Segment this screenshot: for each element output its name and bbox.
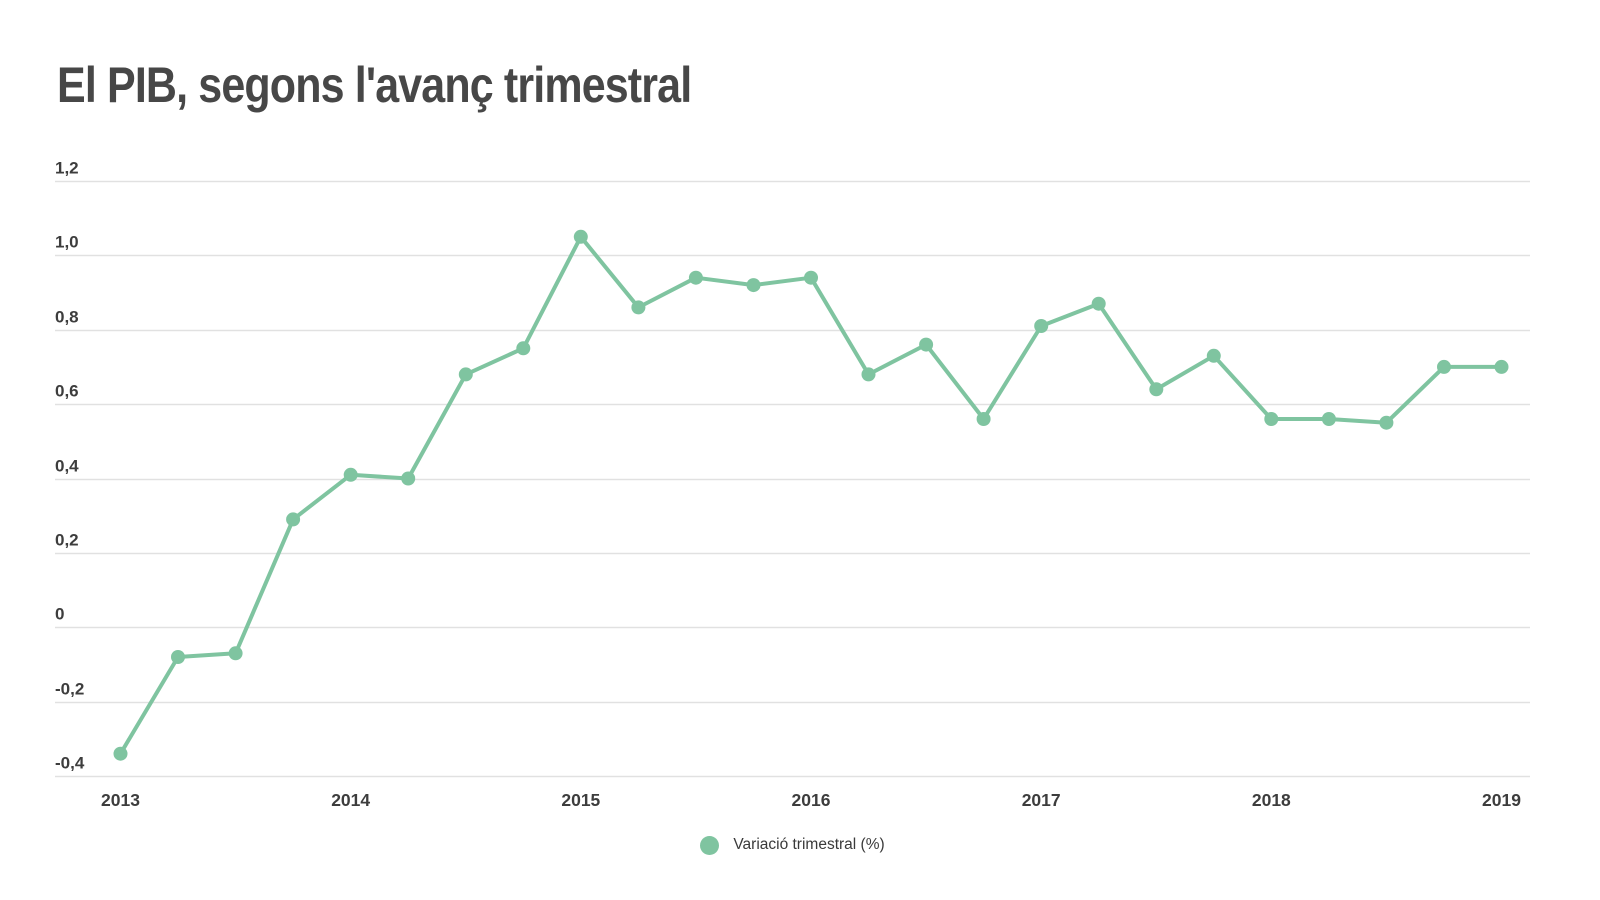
data-point[interactable]	[688, 270, 703, 285]
y-axis-tick-label: 0	[55, 605, 64, 624]
y-axis-tick-label: 0,2	[55, 531, 79, 550]
y-axis-tick-label: 0,6	[55, 382, 79, 401]
y-axis-tick-label: 0,8	[55, 308, 79, 327]
y-axis-tick-label: 1,0	[55, 233, 79, 252]
series-line	[118, 234, 1504, 756]
data-point[interactable]	[919, 337, 934, 352]
data-point[interactable]	[746, 278, 761, 293]
data-point[interactable]	[1034, 319, 1049, 333]
x-axis-tick-label: 2015	[561, 790, 600, 810]
data-point[interactable]	[573, 229, 588, 244]
legend[interactable]: Variació trimestral (%)	[55, 828, 1530, 862]
data-point[interactable]	[458, 367, 473, 382]
x-axis-tick-label: 2019	[1482, 790, 1521, 810]
data-point[interactable]	[228, 646, 243, 661]
x-axis-tick-label: 2014	[331, 790, 370, 810]
legend-label: Variació trimestral (%)	[733, 836, 885, 853]
chart-title: El PIB, segons l'avanç trimestral	[57, 57, 692, 113]
data-point[interactable]	[1437, 359, 1451, 374]
data-point[interactable]	[171, 650, 185, 664]
data-point[interactable]	[861, 367, 876, 382]
data-point[interactable]	[1494, 359, 1509, 374]
data-point[interactable]	[1379, 415, 1394, 430]
data-point[interactable]	[804, 270, 818, 285]
y-axis-tick-label: -0,4	[55, 754, 85, 773]
data-point[interactable]	[113, 746, 128, 761]
x-axis-tick-label: 2018	[1252, 790, 1291, 810]
legend-marker-icon	[700, 835, 720, 855]
data-point[interactable]	[1264, 412, 1279, 426]
data-point[interactable]	[976, 412, 991, 426]
data-point[interactable]	[516, 341, 531, 356]
data-point[interactable]	[1206, 348, 1221, 363]
data-point[interactable]	[1149, 382, 1164, 397]
y-axis-tick-label: 0,4	[55, 457, 79, 476]
y-axis-tick-label: -0,2	[55, 680, 84, 699]
x-axis-tick-label: 2016	[792, 790, 831, 810]
data-point[interactable]	[286, 512, 301, 527]
x-axis-tick-label: 2013	[101, 790, 140, 810]
data-point[interactable]	[1321, 412, 1336, 426]
data-point[interactable]	[401, 471, 416, 486]
data-point[interactable]	[631, 300, 646, 315]
data-point[interactable]	[343, 467, 358, 482]
x-axis-tick-label: 2017	[1022, 790, 1061, 810]
data-point[interactable]	[1091, 296, 1106, 311]
y-axis-tick-label: 1,2	[55, 159, 79, 178]
